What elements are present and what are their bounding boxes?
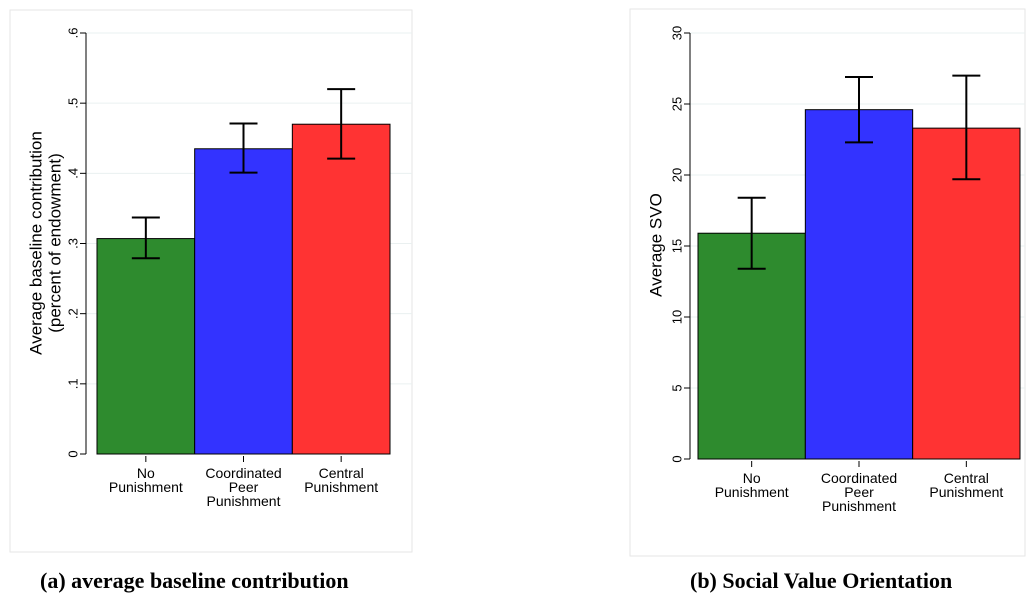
- y-tick-label: .6: [65, 28, 80, 39]
- caption-a: (a) average baseline contribution: [40, 568, 349, 593]
- x-tick-label: No: [743, 470, 761, 486]
- x-tick-label: Punishment: [109, 479, 183, 495]
- x-tick-label: Punishment: [822, 498, 896, 514]
- y-tick-label: 15: [669, 239, 684, 253]
- y-axis-label: Average SVO: [646, 193, 665, 297]
- x-tick-label: No: [137, 465, 155, 481]
- x-tick-label: Central: [944, 470, 989, 486]
- y-tick-label: 10: [669, 310, 684, 324]
- y-axis-label: (percent of endowment): [45, 153, 64, 333]
- y-tick-label: .5: [65, 98, 80, 109]
- plot-region-border: [9, 9, 413, 553]
- y-tick-label: .1: [65, 378, 80, 389]
- y-tick-label: 5: [669, 384, 684, 391]
- bar: [96, 238, 196, 455]
- bar: [804, 109, 914, 460]
- x-tick-label: Peer: [844, 484, 874, 500]
- x-tick-label: Punishment: [304, 479, 378, 495]
- y-tick-label: .4: [65, 168, 80, 179]
- x-tick-label: Punishment: [207, 493, 281, 509]
- chart-a: 0 .1 .2 .3 .4 .5 .6 Average baseline contributi…: [9, 9, 413, 553]
- bar: [291, 123, 391, 455]
- bar: [697, 232, 806, 460]
- x-tick-label: Coordinated: [205, 465, 281, 481]
- y-tick-label: 0: [669, 455, 684, 462]
- y-axis-label: Average baseline contribution: [26, 131, 45, 355]
- y-tick-label: 20: [669, 168, 684, 182]
- x-tick-label: Coordinated: [821, 470, 897, 486]
- x-tick-label: Peer: [229, 479, 259, 495]
- bar: [194, 148, 293, 455]
- y-tick-label: 30: [669, 26, 684, 40]
- x-tick-label: Central: [319, 465, 364, 481]
- x-tick-label: Punishment: [929, 484, 1003, 500]
- y-tick-label: 25: [669, 97, 684, 111]
- y-tick-label: .2: [65, 308, 80, 319]
- y-tick-label: .3: [65, 238, 80, 249]
- bar: [912, 127, 1021, 460]
- plot-region-border: [629, 8, 1026, 557]
- caption-b: (b) Social Value Orientation: [690, 568, 953, 593]
- x-tick-label: Punishment: [715, 484, 789, 500]
- y-tick-label: 0: [65, 450, 80, 457]
